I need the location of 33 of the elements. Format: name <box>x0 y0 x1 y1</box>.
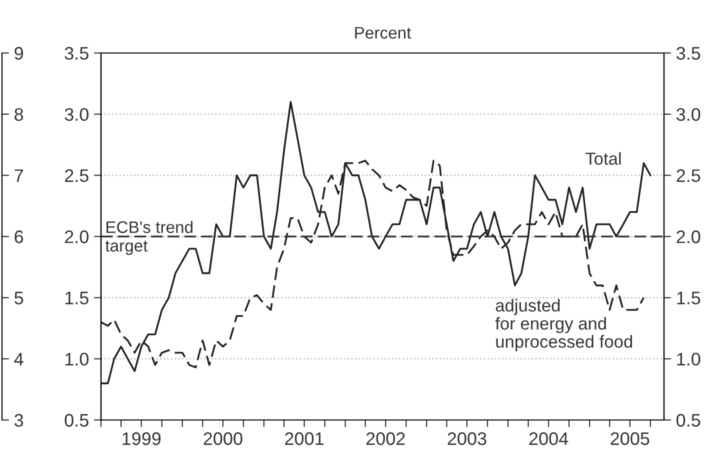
y2-tick-label: 2.5 <box>676 169 700 182</box>
y3-tick-label: 5 <box>14 292 24 304</box>
line-series <box>101 101 652 384</box>
x-tick-label: 1999 <box>122 432 161 446</box>
y3-tick-label: 9 <box>14 46 23 60</box>
y3-tick-label: 4 <box>14 352 24 366</box>
y2-tick-label: 3.5 <box>676 46 700 60</box>
x-tick-label: 2004 <box>529 432 568 446</box>
y3-tick-label: 8 <box>14 108 24 121</box>
y3-tick-label: 7 <box>14 169 23 182</box>
y2-tick-label: 0.5 <box>676 414 700 427</box>
y-tick-label: 2.5 <box>65 169 88 182</box>
series-label: Total <box>586 152 621 165</box>
y2-tick-label: 1.5 <box>677 292 700 304</box>
y-tick-label: 3.5 <box>64 46 88 60</box>
ref-line-label: ECB's trend target <box>105 220 192 255</box>
x-tick-label: 2001 <box>285 432 324 446</box>
x-tick-label: 2005 <box>610 432 650 446</box>
y2-tick-label: 3.0 <box>676 108 700 121</box>
x-tick-label: 2002 <box>366 432 405 446</box>
y-tick-label: 1.0 <box>65 352 88 366</box>
y3-tick-label: 3 <box>14 414 24 427</box>
y-tick-label: 3.0 <box>64 108 88 121</box>
x-tick-label: 2000 <box>204 432 242 446</box>
y-tick-label: 0.5 <box>64 414 88 427</box>
y2-tick-label: 2.0 <box>676 230 700 244</box>
x-tick-label: 2003 <box>448 432 486 446</box>
chart-title: Percent <box>355 27 412 39</box>
y-tick-label: 1.5 <box>65 292 88 304</box>
y3-tick-label: 6 <box>14 230 24 244</box>
y2-tick-label: 1.0 <box>677 352 700 366</box>
series-label: adjusted for energy and unprocessed food <box>495 298 632 352</box>
y-tick-label: 2.0 <box>65 230 88 244</box>
